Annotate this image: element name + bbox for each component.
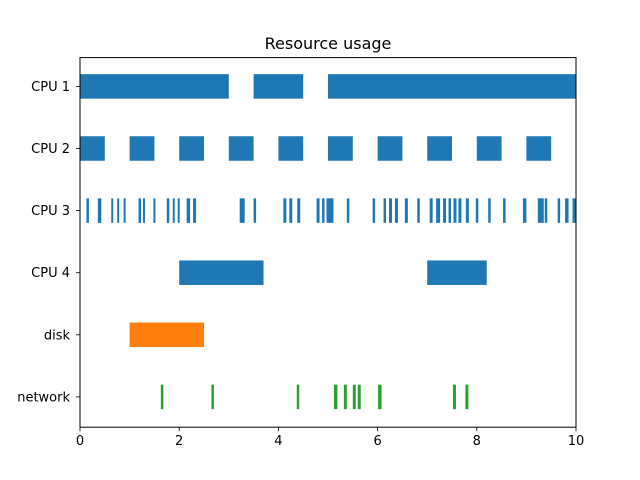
bar-cpu-3-35 (475, 198, 479, 223)
bar-network-1 (211, 384, 214, 410)
bar-cpu-2-4 (278, 136, 304, 161)
bar-cpu-3-15 (283, 198, 287, 223)
y-tick-label-cpu-4: CPU 4 (31, 266, 70, 281)
y-tick-label-cpu-3: CPU 3 (31, 204, 70, 219)
bar-cpu-2-2 (179, 136, 204, 161)
bar-cpu-3-13 (239, 198, 245, 223)
bar-cpu-3-14 (253, 198, 257, 223)
bar-cpu-3-43 (572, 198, 576, 223)
x-tick-label-10: 10 (568, 434, 585, 449)
bar-cpu-3-2 (111, 198, 114, 223)
bar-cpu-3-30 (443, 198, 447, 223)
x-tick-label-6: 6 (373, 434, 381, 449)
bar-cpu-3-17 (297, 198, 301, 223)
bar-cpu-3-4 (123, 198, 126, 223)
bar-cpu-4-1 (427, 260, 487, 285)
bar-cpu-3-16 (289, 198, 293, 223)
bar-cpu-3-18 (316, 198, 320, 223)
bar-network-9 (465, 384, 469, 410)
bar-cpu-2-3 (228, 136, 254, 161)
bar-network-5 (352, 384, 356, 410)
y-tick-label-cpu-2: CPU 2 (31, 142, 70, 157)
bar-cpu-1-0 (80, 74, 229, 99)
bar-cpu-3-1 (97, 198, 102, 223)
chart-title: Resource usage (265, 34, 392, 53)
bar-cpu-3-33 (458, 198, 462, 223)
x-axis: 0 2 4 6 8 10 (76, 427, 584, 449)
bar-cpu-3-5 (138, 198, 142, 223)
bar-cpu-3-37 (503, 198, 506, 223)
bar-cpu-3-39 (537, 198, 544, 223)
bar-cpu-1-2 (328, 74, 576, 99)
bar-cpu-2-0 (80, 136, 105, 161)
bar-cpu-3-42 (565, 198, 569, 223)
bars-layer (80, 74, 576, 410)
bar-cpu-3-31 (448, 198, 452, 223)
bar-cpu-3-8 (166, 198, 170, 223)
bar-network-2 (296, 384, 300, 410)
bar-network-4 (343, 384, 347, 410)
bar-cpu-4-0 (179, 260, 264, 285)
y-tick-label-network: network (17, 390, 70, 405)
bar-cpu-3-21 (346, 198, 350, 223)
bar-cpu-3-38 (522, 198, 527, 223)
bar-cpu-3-29 (436, 198, 441, 223)
bar-network-8 (452, 384, 456, 410)
bar-cpu-3-10 (177, 198, 180, 223)
bar-cpu-3-34 (465, 198, 469, 223)
bar-network-0 (160, 384, 164, 410)
y-tick-label-cpu-1: CPU 1 (31, 80, 70, 95)
bar-cpu-3-7 (153, 198, 156, 223)
plot-frame (79, 57, 577, 428)
bar-cpu-3-0 (86, 198, 89, 223)
x-tick-label-2: 2 (175, 434, 183, 449)
y-axis: CPU 1 CPU 2 CPU 3 CPU 4 disk network (17, 80, 80, 405)
bar-network-6 (357, 384, 361, 410)
bar-cpu-2-5 (328, 136, 353, 161)
bar-cpu-3-20 (326, 198, 334, 223)
bar-cpu-2-6 (377, 136, 403, 161)
bar-cpu-3-3 (117, 198, 120, 223)
bar-cpu-2-8 (476, 136, 502, 161)
x-tick-label-4: 4 (274, 434, 282, 449)
bar-cpu-2-7 (427, 136, 452, 161)
bar-cpu-3-24 (389, 198, 392, 223)
bar-cpu-3-28 (429, 198, 433, 223)
bar-cpu-2-1 (129, 136, 155, 161)
bar-network-3 (333, 384, 338, 410)
bar-cpu-3-23 (383, 198, 387, 223)
bar-cpu-3-40 (544, 198, 548, 223)
bar-disk-0 (129, 322, 204, 348)
bar-cpu-3-9 (172, 198, 175, 223)
bar-cpu-3-27 (417, 198, 420, 223)
x-tick-label-0: 0 (76, 434, 84, 449)
bar-cpu-3-19 (322, 198, 325, 223)
bar-cpu-3-6 (142, 198, 145, 223)
bar-cpu-3-11 (186, 198, 191, 223)
bar-cpu-3-32 (453, 198, 457, 223)
bar-cpu-3-41 (557, 198, 561, 223)
bar-cpu-2-9 (526, 136, 552, 161)
bar-cpu-3-22 (372, 198, 376, 223)
x-tick-label-8: 8 (473, 434, 481, 449)
bar-cpu-3-25 (394, 198, 398, 223)
bar-cpu-1-1 (253, 74, 304, 99)
bar-cpu-3-36 (488, 198, 491, 223)
bar-cpu-3-26 (404, 198, 408, 223)
bar-cpu-3-12 (193, 198, 197, 223)
bar-network-7 (378, 384, 382, 410)
y-tick-label-disk: disk (44, 328, 71, 343)
